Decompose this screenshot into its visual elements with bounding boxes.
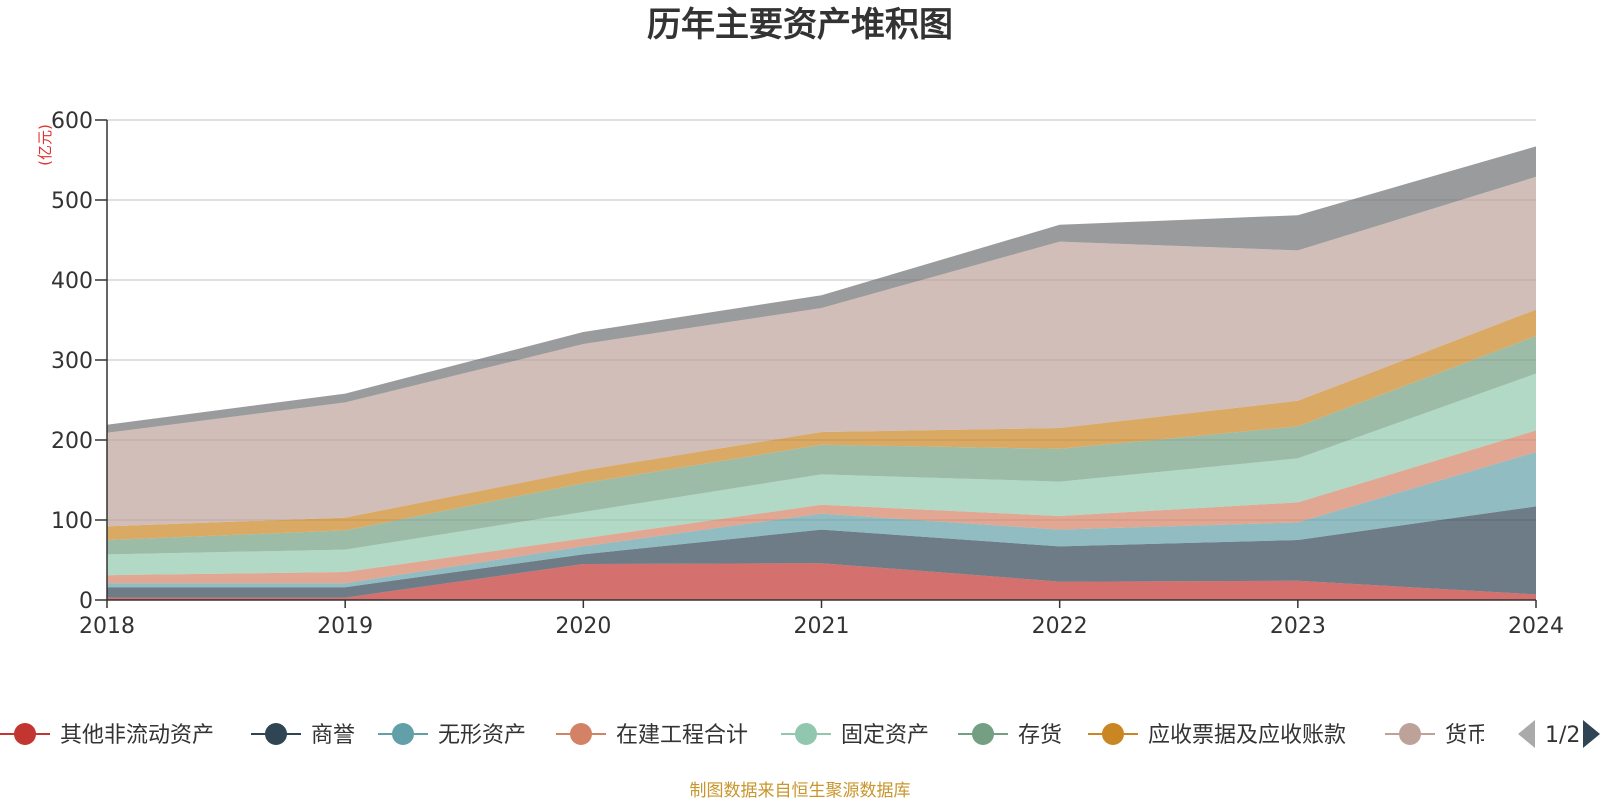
y-tick-label: 400 <box>51 269 93 294</box>
x-tick-label: 2023 <box>1270 614 1326 639</box>
legend-label: 固定资产 <box>841 723 929 748</box>
legend-pager[interactable]: 1/2 <box>1518 720 1600 748</box>
legend-item[interactable]: 固定资产 <box>781 723 929 748</box>
legend-label: 存货 <box>1018 723 1062 748</box>
area-series-2[interactable] <box>107 452 1536 588</box>
area-series-6[interactable] <box>107 309 1536 540</box>
legend-label: 商誉 <box>311 723 355 748</box>
legend-marker-icon <box>795 723 817 745</box>
legend-item[interactable]: 在建工程合计 <box>556 723 748 748</box>
legend[interactable]: 其他非流动资产 商誉 无形资产 在建工程合计 固定资产 存货 应收票据及应收账款 货币 <box>0 723 1489 748</box>
area-series-5[interactable] <box>107 336 1536 555</box>
area-series-0[interactable] <box>107 563 1536 600</box>
legend-item[interactable]: 应收票据及应收账款 <box>1088 723 1346 748</box>
legend-marker-icon <box>972 723 994 745</box>
x-tick-label: 2021 <box>794 614 850 639</box>
y-tick-label: 200 <box>51 429 93 454</box>
legend-label: 应收票据及应收账款 <box>1148 723 1346 748</box>
y-tick-label: 0 <box>79 589 93 614</box>
y-tick-label: 500 <box>51 189 93 214</box>
area-series-1[interactable] <box>107 506 1536 598</box>
legend-page-indicator: 1/2 <box>1545 723 1580 748</box>
legend-label: 无形资产 <box>438 723 526 748</box>
area-series-7[interactable] <box>107 176 1536 527</box>
y-tick-label: 600 <box>51 109 93 134</box>
x-tick-label: 2018 <box>79 614 135 639</box>
legend-prev-page-icon[interactable] <box>1518 720 1535 748</box>
chart-title: 历年主要资产堆积图 <box>647 5 953 45</box>
x-tick-label: 2019 <box>317 614 373 639</box>
legend-item[interactable]: 无形资产 <box>378 723 526 748</box>
legend-items[interactable]: 其他非流动资产 商誉 无形资产 在建工程合计 固定资产 存货 应收票据及应收账款 货币 <box>0 723 1489 748</box>
area-series-3[interactable] <box>107 430 1536 584</box>
legend-label: 其他非流动资产 <box>60 723 214 748</box>
legend-marker-icon <box>392 723 414 745</box>
legend-marker-icon <box>14 723 36 745</box>
legend-item[interactable]: 其他非流动资产 <box>0 723 214 748</box>
y-axis-unit-label: (亿元) <box>36 124 54 166</box>
legend-next-page-icon[interactable] <box>1583 720 1600 748</box>
legend-label: 货币 <box>1445 723 1489 748</box>
y-tick-label: 100 <box>51 509 93 534</box>
legend-item[interactable]: 货币 <box>1385 723 1489 748</box>
axes: 0 100 200 300 400 500 600 2018 2019 2020 2021 2022 2… <box>51 109 1564 639</box>
legend-marker-icon <box>1399 723 1421 745</box>
x-tick-label: 2024 <box>1508 614 1564 639</box>
legend-marker-icon <box>570 723 592 745</box>
x-tick-label: 2020 <box>555 614 611 639</box>
data-source-note: 制图数据来自恒生聚源数据库 <box>690 781 911 800</box>
area-series-layer <box>107 146 1536 600</box>
x-tick-label: 2022 <box>1032 614 1088 639</box>
area-series-4[interactable] <box>107 373 1536 576</box>
legend-item[interactable]: 存货 <box>958 723 1062 748</box>
legend-marker-icon <box>265 723 287 745</box>
legend-item[interactable]: 商誉 <box>251 723 355 748</box>
legend-label: 在建工程合计 <box>616 723 748 748</box>
legend-marker-icon <box>1102 723 1124 745</box>
y-tick-label: 300 <box>51 349 93 374</box>
